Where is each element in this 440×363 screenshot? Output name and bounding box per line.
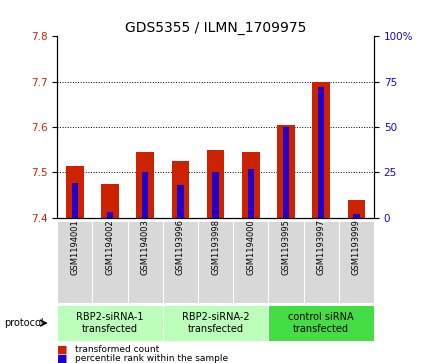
Text: control siRNA
transfected: control siRNA transfected xyxy=(288,312,354,334)
Bar xyxy=(207,150,224,218)
Text: RBP2-siRNA-1
transfected: RBP2-siRNA-1 transfected xyxy=(76,312,144,334)
Text: percentile rank within the sample: percentile rank within the sample xyxy=(75,354,228,363)
Bar xyxy=(242,152,260,218)
Bar xyxy=(277,125,295,218)
Bar xyxy=(213,172,219,218)
Bar xyxy=(318,87,324,218)
Bar xyxy=(172,161,189,218)
Bar xyxy=(283,127,289,218)
Text: ■: ■ xyxy=(57,345,68,355)
Bar xyxy=(142,172,148,218)
Text: ■: ■ xyxy=(57,353,68,363)
Bar xyxy=(136,152,154,218)
Text: RBP2-siRNA-2
transfected: RBP2-siRNA-2 transfected xyxy=(182,312,249,334)
Bar xyxy=(177,185,183,218)
Bar xyxy=(353,214,359,218)
Bar xyxy=(107,212,113,218)
Bar xyxy=(101,184,119,218)
Bar xyxy=(66,166,84,218)
Bar xyxy=(72,183,78,218)
Bar xyxy=(248,169,254,218)
Bar xyxy=(312,82,330,218)
Bar xyxy=(348,200,365,218)
Text: protocol: protocol xyxy=(4,318,44,328)
Title: GDS5355 / ILMN_1709975: GDS5355 / ILMN_1709975 xyxy=(125,21,306,35)
Text: transformed count: transformed count xyxy=(75,346,159,354)
